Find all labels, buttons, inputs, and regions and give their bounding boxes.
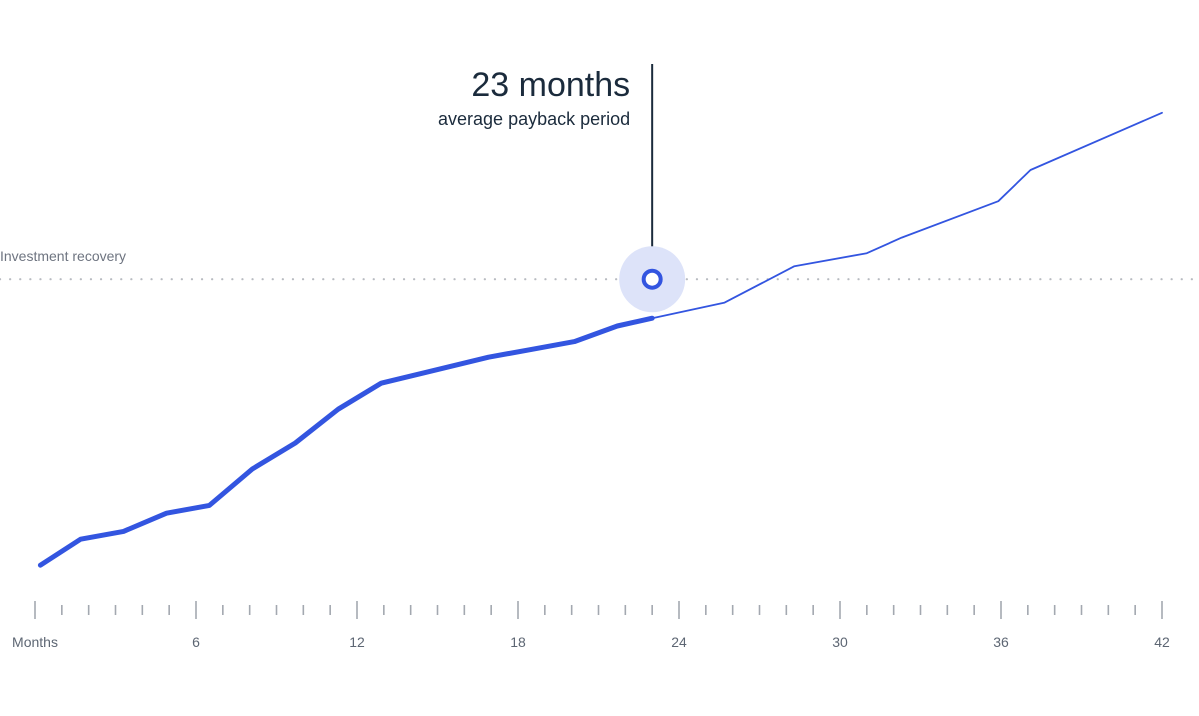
x-axis: Months 6 12 18 24 30 36 42 [12, 601, 1170, 650]
marker-point [641, 268, 663, 290]
x-tick-label: 42 [1154, 634, 1170, 650]
series-line-payback [37, 315, 655, 568]
series-layer [37, 111, 1163, 568]
series-line-projected [651, 111, 1163, 320]
x-tick-label: Months [12, 634, 58, 650]
x-tick-label: 6 [192, 634, 200, 650]
x-tick-label: 30 [832, 634, 848, 650]
payback-marker [619, 246, 686, 313]
x-tick-label: 18 [510, 634, 526, 650]
x-tick-label: 12 [349, 634, 365, 650]
x-tick-label: 36 [993, 634, 1009, 650]
x-tick-label: 24 [671, 634, 687, 650]
callout-value: 23 months [471, 66, 630, 104]
investment-recovery-label: Investment recovery [0, 248, 126, 264]
callout-description: average payback period [438, 109, 630, 129]
